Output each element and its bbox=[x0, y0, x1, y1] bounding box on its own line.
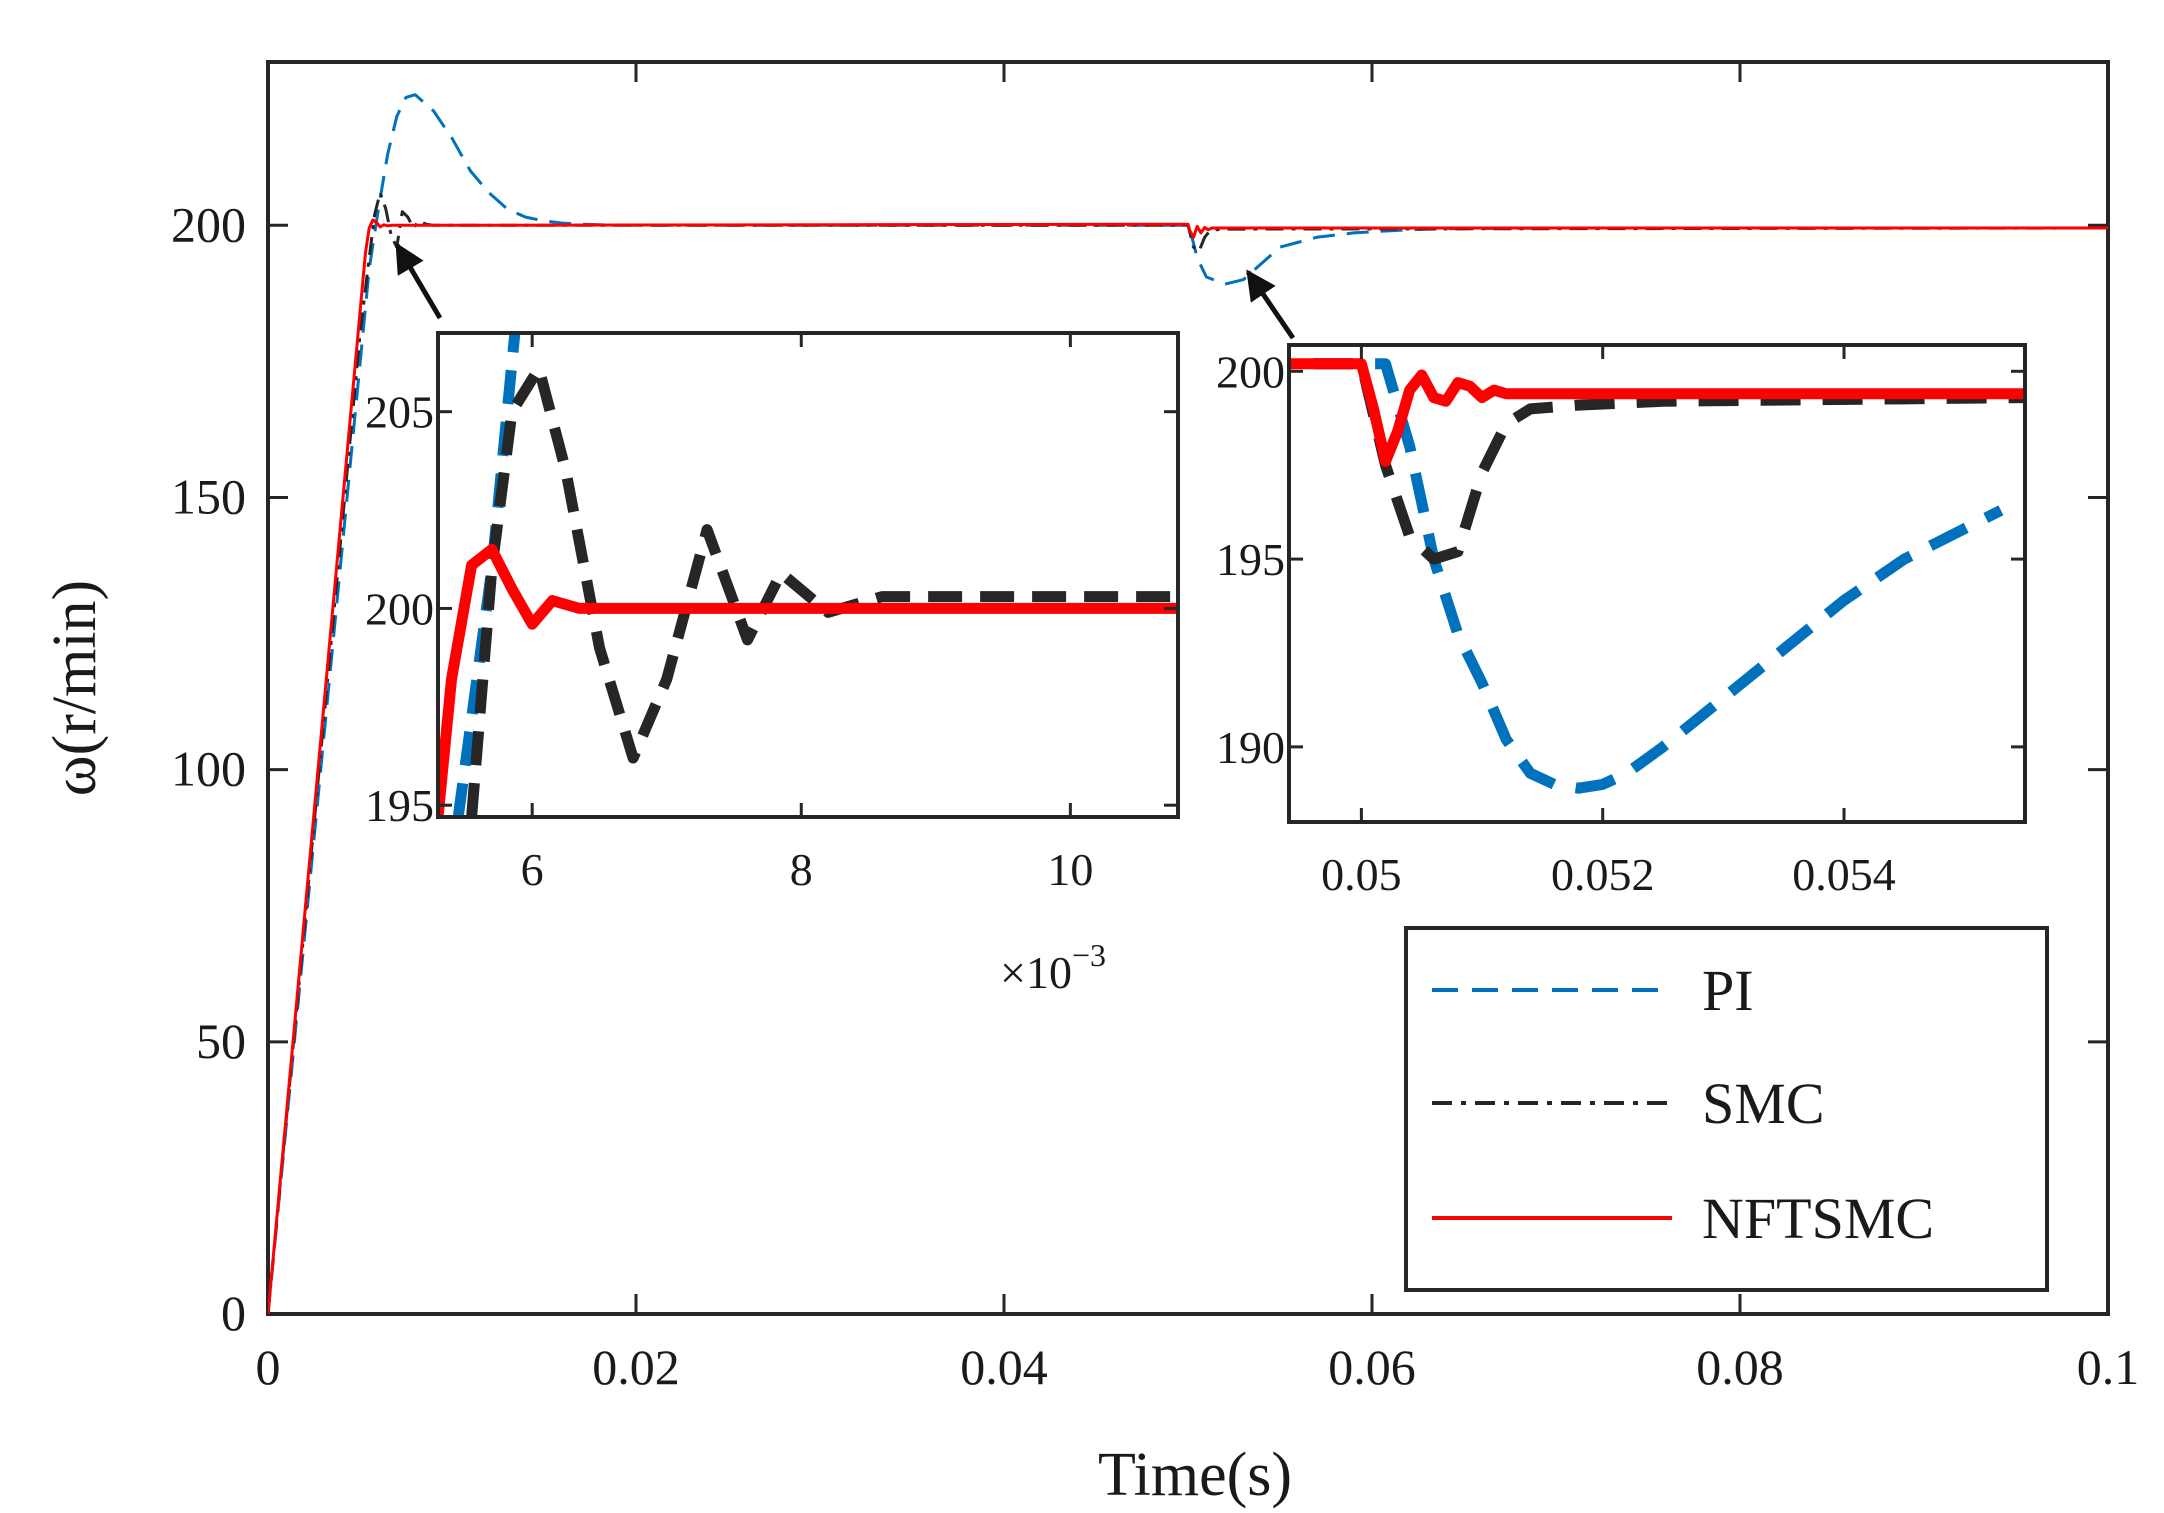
inset-1-series-smc bbox=[466, 362, 1178, 817]
y-axis-label: ω(r/min) bbox=[41, 580, 109, 796]
legend-label-pi: PI bbox=[1702, 958, 1754, 1023]
inset-1-x-tick-label: 8 bbox=[790, 844, 813, 895]
inset-2-x-tick-label: 0.052 bbox=[1551, 849, 1655, 900]
zoom-arrow-2 bbox=[1245, 269, 1296, 340]
inset-2-series-nftsmc bbox=[1289, 358, 2025, 467]
inset-plot-load-disturbance: 0.05 0.052 0.054 190 195 200 bbox=[1216, 343, 2027, 900]
main-y-tick-label: 50 bbox=[196, 1013, 246, 1069]
x-axis-label: Time(s) bbox=[1098, 1441, 1292, 1509]
inset-1-y-tick-label: 195 bbox=[365, 780, 434, 831]
inset-1-frame bbox=[436, 331, 1180, 819]
inset-2-frame bbox=[1287, 343, 2027, 824]
inset-2-ticks: 0.05 0.052 0.054 190 195 200 bbox=[1216, 345, 2025, 900]
main-axes-frame bbox=[266, 60, 2110, 1316]
inset-2-series-pi bbox=[1313, 358, 2004, 794]
main-y-tick-label: 100 bbox=[171, 741, 246, 797]
inset-1-ticks: 6 8 10 195 200 205 bbox=[365, 333, 1178, 895]
inset-2-x-tick-label: 0.054 bbox=[1792, 849, 1896, 900]
inset-2-y-tick-label: 200 bbox=[1216, 346, 1285, 397]
main-x-tick-label: 0.06 bbox=[1328, 1339, 1416, 1395]
main-series-group bbox=[268, 93, 2108, 1314]
main-series-nftsmc bbox=[268, 218, 2108, 1314]
inset-2-x-tick-label: 0.05 bbox=[1321, 849, 1402, 900]
main-y-tick-label: 200 bbox=[171, 196, 246, 252]
inset-2-y-tick-label: 195 bbox=[1216, 534, 1285, 585]
main-plot: 0 0.02 0.04 0.06 0.08 0.1 0 50 100 150 200 bbox=[171, 60, 2139, 1395]
main-x-tick-label: 0.04 bbox=[960, 1339, 1048, 1395]
inset-2-background bbox=[1289, 345, 2025, 822]
main-ticks: 0 0.02 0.04 0.06 0.08 0.1 0 50 100 150 200 bbox=[171, 62, 2139, 1395]
main-series-smc bbox=[268, 191, 2108, 1314]
inset-1-background bbox=[438, 333, 1178, 817]
inset-plot-startup: 6 8 10 195 200 205 ×10−3 bbox=[365, 331, 1180, 998]
main-x-tick-label: 0.1 bbox=[2077, 1339, 2140, 1395]
inset-1-x-tick-label: 10 bbox=[1047, 844, 1093, 895]
main-y-tick-label: 0 bbox=[221, 1285, 246, 1341]
legend-label-nftsmc: NFTSMC bbox=[1702, 1186, 1934, 1251]
main-x-tick-label: 0.02 bbox=[592, 1339, 680, 1395]
inset-1-x-tick-label: 6 bbox=[521, 844, 544, 895]
main-x-tick-label: 0.08 bbox=[1696, 1339, 1784, 1395]
inset-1-y-tick-label: 205 bbox=[365, 387, 434, 438]
inset-1-y-tick-label: 200 bbox=[365, 583, 434, 634]
zoom-arrow-1 bbox=[394, 242, 443, 320]
inset-1-series-nftsmc bbox=[438, 543, 1178, 817]
main-y-tick-label: 150 bbox=[171, 468, 246, 524]
main-x-tick-label: 0 bbox=[256, 1339, 281, 1395]
legend-label-smc: SMC bbox=[1702, 1071, 1825, 1136]
legend: PI SMC NFTSMC bbox=[1404, 926, 2049, 1292]
inset-2-y-tick-label: 190 bbox=[1216, 722, 1285, 773]
inset-1-x-multiplier: ×10−3 bbox=[1000, 937, 1106, 998]
inset-2-series-group bbox=[1289, 358, 2025, 794]
inset-1-series-group bbox=[438, 333, 1178, 817]
inset-1-series-pi bbox=[452, 333, 521, 817]
